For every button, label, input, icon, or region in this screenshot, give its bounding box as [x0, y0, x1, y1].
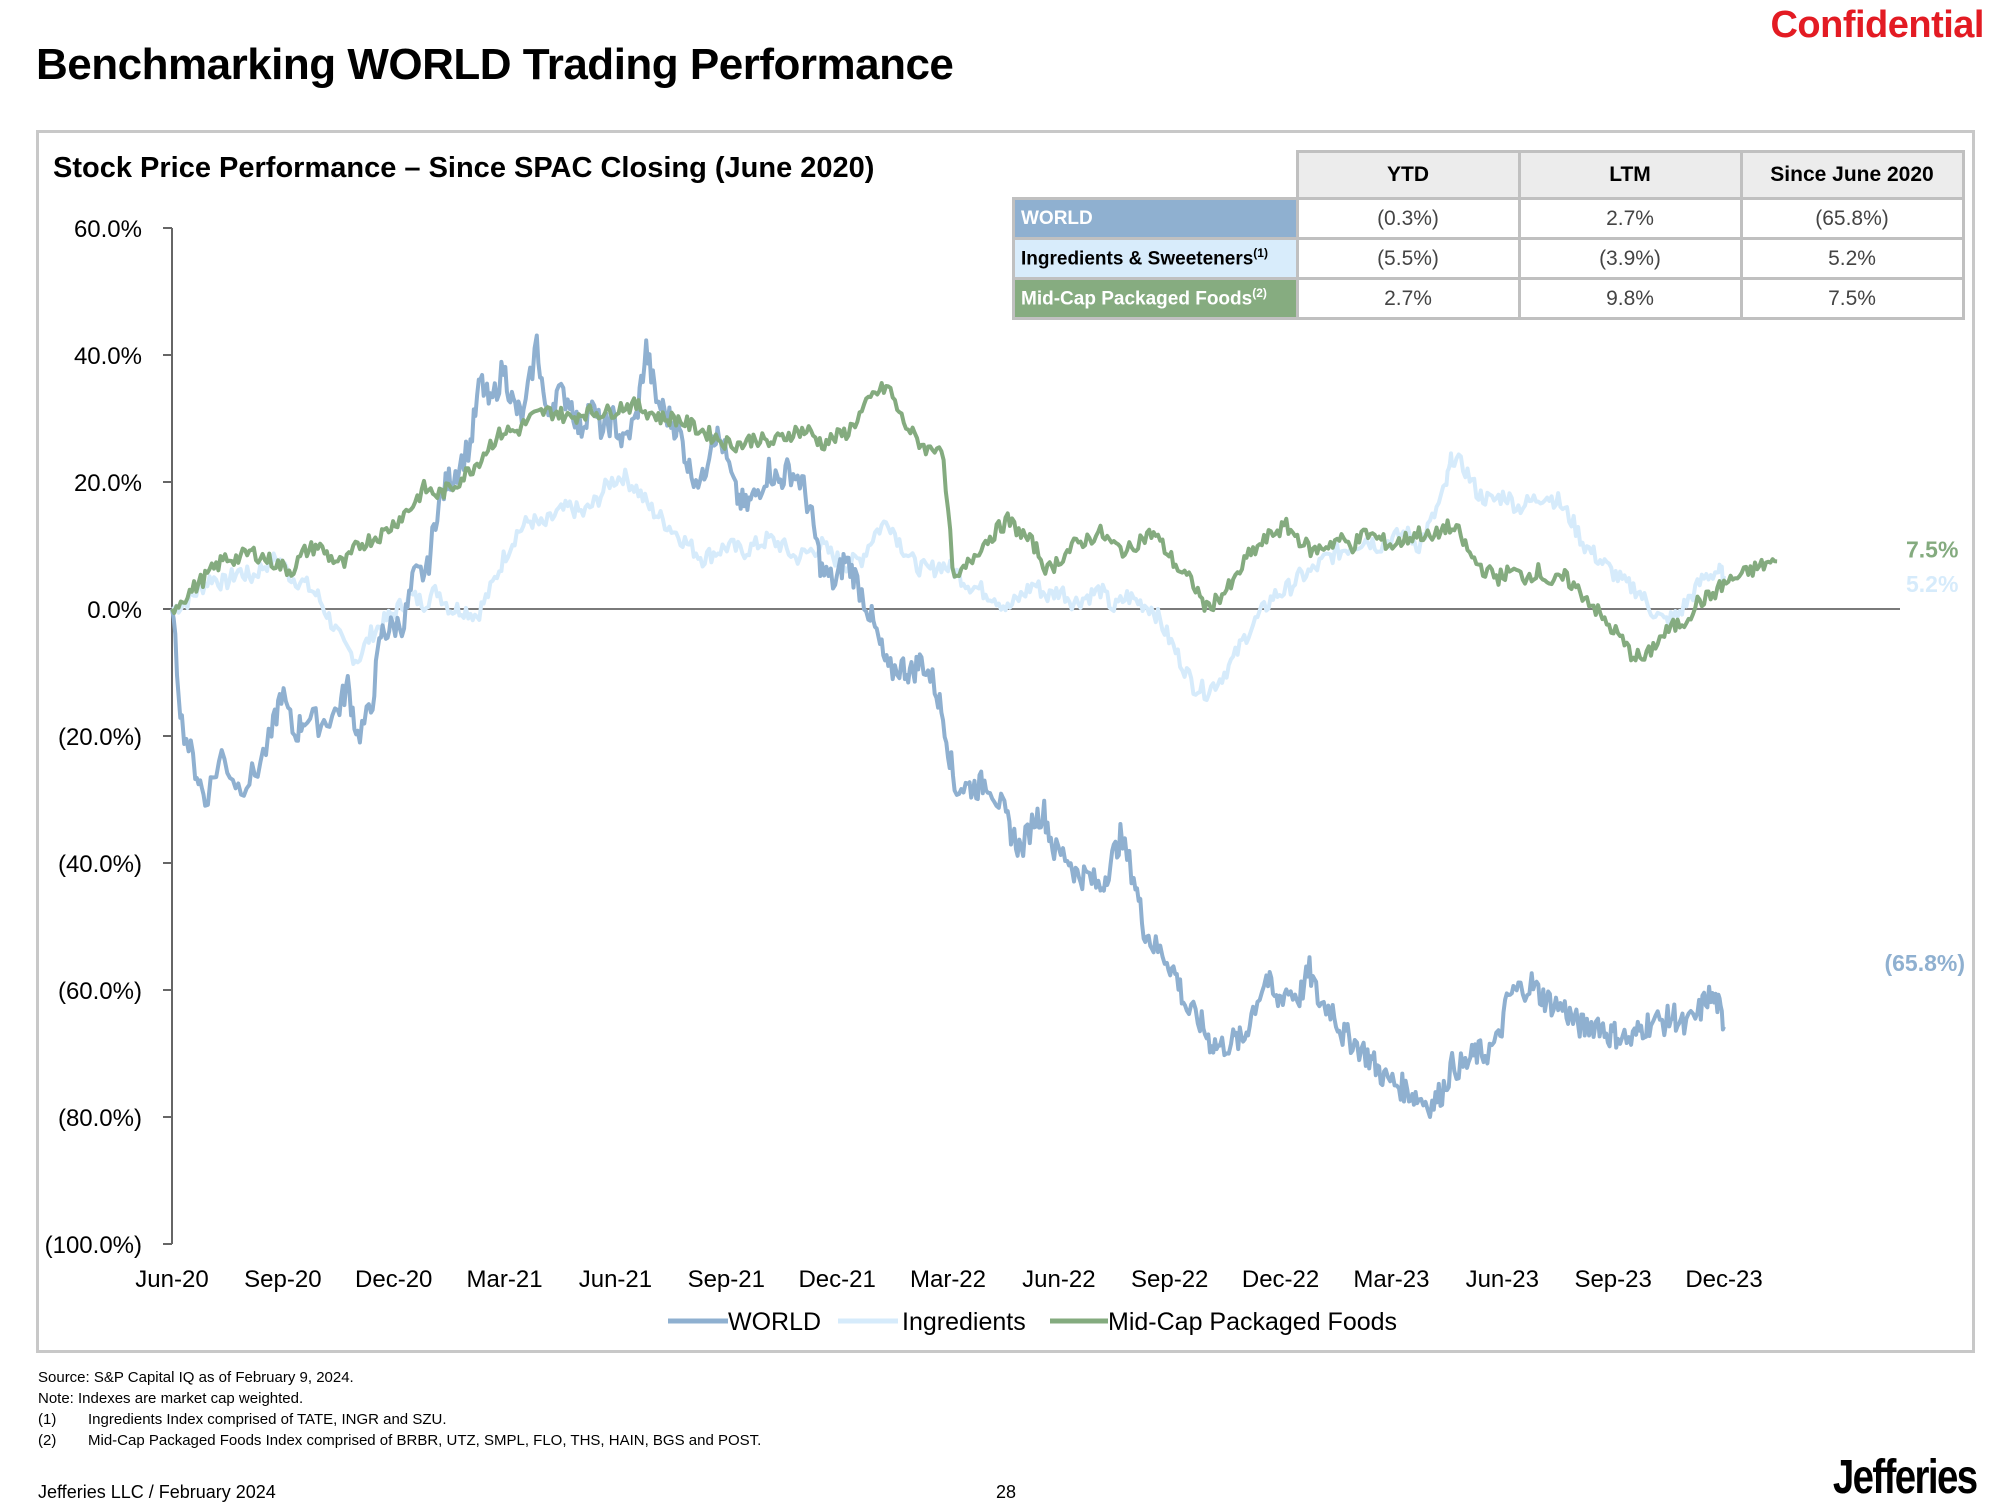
x-tick-label: Mar-21 [467, 1266, 543, 1293]
footnote-2: (2) Mid-Cap Packaged Foods Index comprise… [38, 1432, 762, 1449]
row-label-midcap: Mid-Cap Packaged Foods(2) [1012, 277, 1299, 320]
confidential-label: Confidential [1770, 4, 1984, 46]
x-tick-label: Mar-22 [910, 1266, 986, 1293]
page-number: 28 [996, 1482, 1017, 1502]
y-tick-label: (100.0%) [45, 1232, 142, 1259]
cell-midcap-ltm: 9.8% [1517, 277, 1743, 320]
legend-label-ingredients: Ingredients [902, 1308, 1026, 1336]
jefferies-logo: Jefferies [1832, 1451, 1977, 1504]
end-label-midcap: 7.5% [1906, 536, 1958, 562]
y-tick-label: 20.0% [74, 470, 142, 497]
x-tick-label: Jun-20 [135, 1266, 208, 1293]
x-tick-label: Sep-20 [244, 1266, 321, 1293]
x-tick-label: Jun-23 [1466, 1266, 1539, 1293]
y-tick-label: (60.0%) [58, 978, 142, 1005]
cell-ingredients-since: 5.2% [1739, 237, 1965, 280]
series-line-world [170, 333, 1726, 1119]
header-ytd: YTD [1295, 150, 1521, 200]
legend-label-midcap: Mid-Cap Packaged Foods [1108, 1308, 1397, 1336]
cell-world-since: (65.8%) [1739, 197, 1965, 240]
performance-table: YTD LTM Since June 2020 WORLD (0.3%) 2.7… [1012, 150, 1965, 320]
y-tick-label: 40.0% [74, 343, 142, 370]
x-tick-label: Dec-22 [1242, 1266, 1319, 1293]
table-row-world: WORLD (0.3%) 2.7% (65.8%) [1012, 197, 1965, 240]
x-tick-label: Sep-21 [688, 1266, 765, 1293]
x-tick-label: Jun-22 [1022, 1266, 1095, 1293]
chart-title: Stock Price Performance – Since SPAC Clo… [53, 152, 875, 184]
footnote-note: Note: Indexes are market cap weighted. [38, 1390, 304, 1407]
footnotes: Source: S&P Capital IQ as of February 9,… [38, 1367, 761, 1451]
page-title: Benchmarking WORLD Trading Performance [36, 40, 954, 89]
cell-world-ytd: (0.3%) [1295, 197, 1521, 240]
row-label-world: WORLD [1012, 197, 1299, 240]
end-label-ingredients: 5.2% [1906, 571, 1958, 597]
x-tick-label: Dec-21 [798, 1266, 875, 1293]
legend-label-world: WORLD [728, 1308, 821, 1336]
table-header-row: YTD LTM Since June 2020 [1013, 150, 1965, 200]
row-label-ingredients: Ingredients & Sweeteners(1) [1012, 237, 1299, 280]
y-tick-label: 0.0% [87, 597, 142, 624]
table-corner [1013, 151, 1299, 200]
series-line-ingredients [171, 451, 1726, 702]
table-row-midcap: Mid-Cap Packaged Foods(2) 2.7% 9.8% 7.5% [1012, 277, 1965, 320]
x-tick-label: Jun-21 [579, 1266, 652, 1293]
footnote-1: (1) Ingredients Index comprised of TATE, … [38, 1411, 447, 1428]
end-label-world: (65.8%) [1884, 950, 1965, 976]
x-tick-label: Sep-22 [1131, 1266, 1208, 1293]
header-ltm: LTM [1517, 150, 1743, 200]
y-tick-label: 60.0% [74, 216, 142, 243]
footer-company-date: Jefferies LLC / February 2024 [38, 1482, 276, 1502]
cell-world-ltm: 2.7% [1517, 197, 1743, 240]
y-tick-label: (40.0%) [58, 851, 142, 878]
cell-ingredients-ytd: (5.5%) [1295, 237, 1521, 280]
x-tick-label: Sep-23 [1574, 1266, 1651, 1293]
x-tick-label: Dec-20 [355, 1266, 432, 1293]
chart-panel [36, 130, 1975, 1353]
cell-midcap-since: 7.5% [1739, 277, 1965, 320]
cell-midcap-ytd: 2.7% [1295, 277, 1521, 320]
table-row-ingredients: Ingredients & Sweeteners(1) (5.5%) (3.9%… [1012, 237, 1965, 280]
x-tick-label: Dec-23 [1685, 1266, 1762, 1293]
series-line-midcap [170, 381, 1778, 663]
stock-price-chart: 60.0% 40.0% 20.0% 0.0% (20.0%) (40.0%) (60.0%)… [45, 216, 1965, 1336]
y-tick-label: (80.0%) [58, 1105, 142, 1132]
cell-ingredients-ltm: (3.9%) [1517, 237, 1743, 280]
header-since-june-2020: Since June 2020 [1739, 150, 1965, 200]
y-tick-label: (20.0%) [58, 724, 142, 751]
footnote-source: Source: S&P Capital IQ as of February 9,… [38, 1369, 354, 1386]
x-tick-label: Mar-23 [1353, 1266, 1429, 1293]
